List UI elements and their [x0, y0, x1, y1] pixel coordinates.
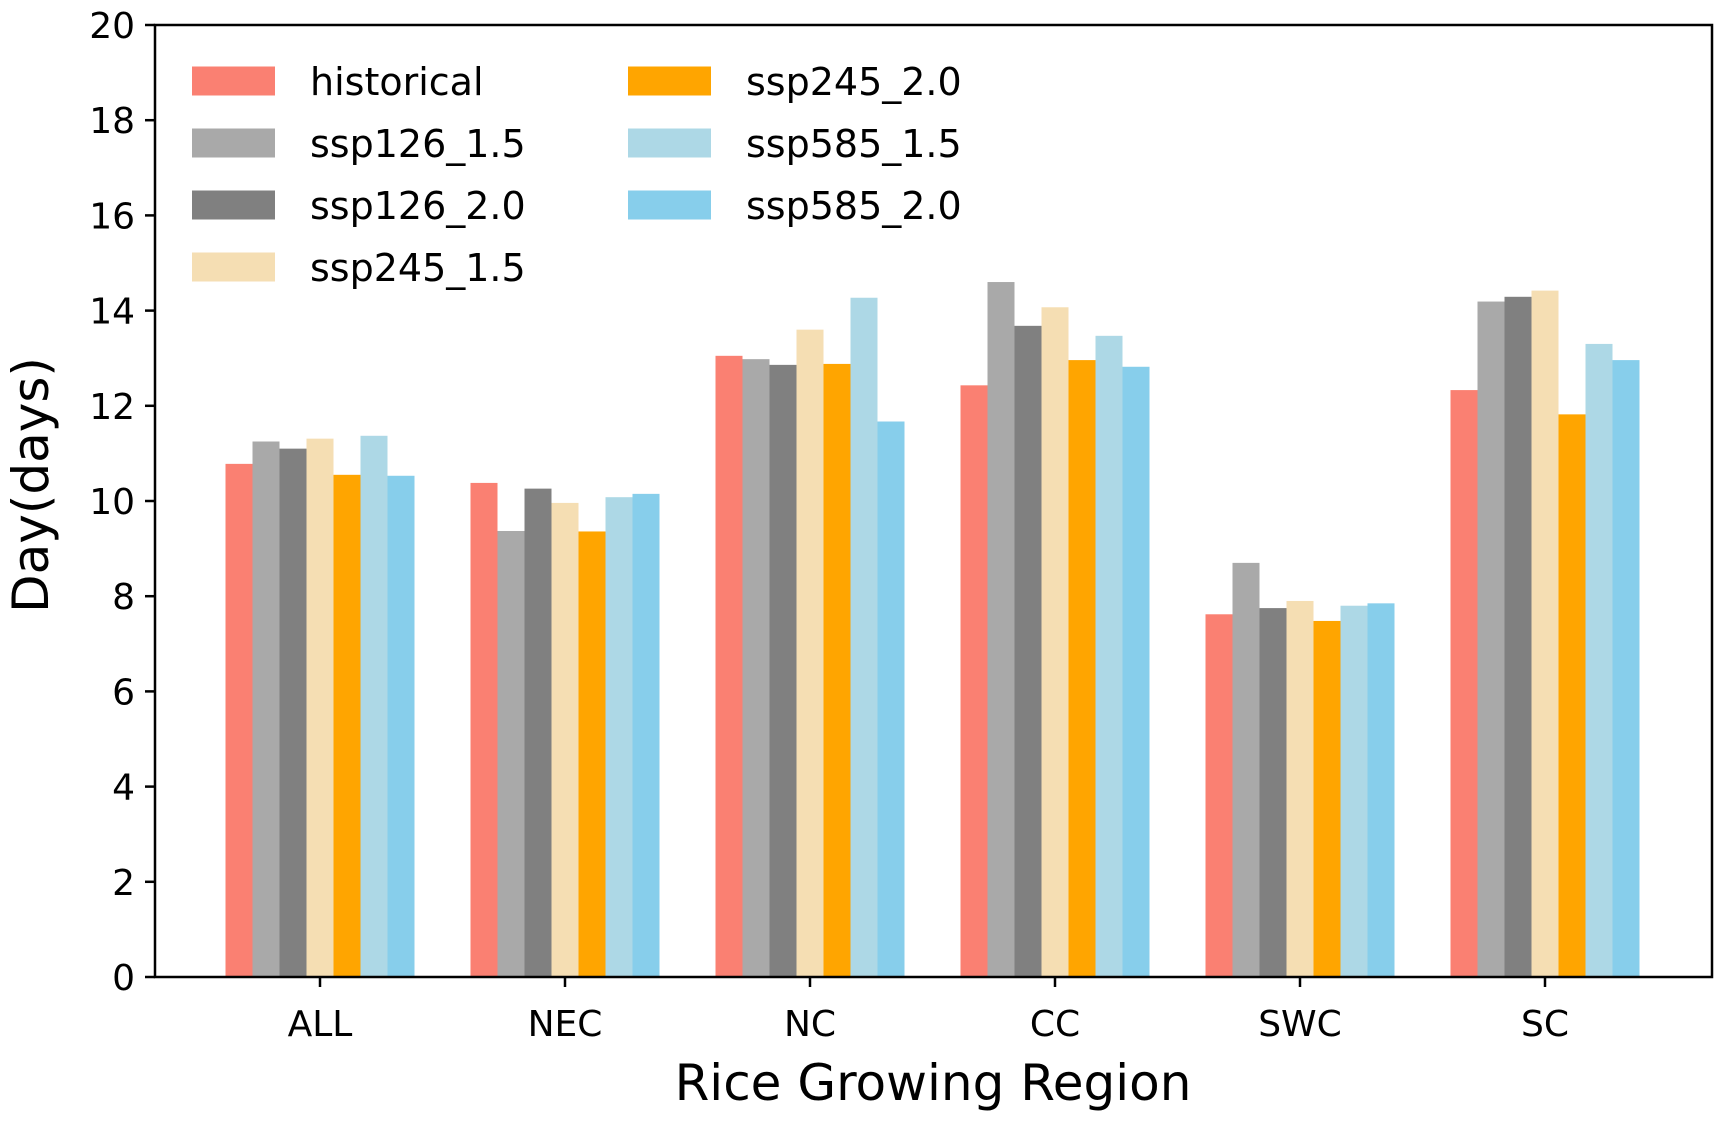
bar-all-ssp585-2-0	[387, 475, 415, 977]
x-tick-label: ALL	[288, 1004, 353, 1045]
x-axis-title: Rice Growing Region	[675, 1054, 1192, 1112]
y-tick-label: 14	[89, 292, 135, 333]
bar-cc-historical	[960, 385, 988, 977]
bar-nc-ssp245-2-0	[823, 363, 851, 977]
axes-layer: ALL NEC NC CC SWC SC 0 2 4 6 8 10 12 14 16 18 20	[89, 6, 1714, 1045]
bar-nc-ssp126-2-0	[769, 364, 797, 977]
bar-sc-historical	[1450, 390, 1478, 977]
y-tick-label: 4	[112, 768, 135, 809]
bar-all-ssp585-1-5	[360, 435, 388, 978]
bar-cc-ssp245-1-5	[1041, 307, 1069, 977]
x-tick-label: NEC	[528, 1004, 603, 1045]
bar-sc-ssp126-1-5	[1477, 301, 1505, 977]
legend-label-ssp126-1-5: ssp126_1.5	[310, 122, 526, 166]
bar-swc-ssp126-1-5	[1232, 562, 1260, 977]
bar-swc-historical	[1205, 614, 1233, 977]
bar-nec-ssp245-1-5	[551, 502, 579, 977]
bar-nec-ssp585-2-0	[632, 493, 660, 977]
y-tick-label: 20	[89, 6, 135, 47]
bar-cc-ssp585-1-5	[1095, 335, 1123, 977]
y-tick-label: 12	[89, 387, 135, 428]
bar-sc-ssp585-2-0	[1612, 360, 1640, 977]
bar-sc-ssp245-2-0	[1558, 414, 1586, 977]
plot-frame	[153, 23, 1714, 979]
y-tick-label: 2	[112, 863, 135, 904]
y-tick-label: 8	[112, 577, 135, 618]
bars-layer	[225, 282, 1640, 978]
y-tick-label: 18	[89, 101, 135, 142]
y-tick-label: 16	[89, 196, 135, 237]
y-tick-label: 10	[89, 482, 135, 523]
legend-swatch-ssp585-2-0	[628, 190, 711, 220]
legend-label-ssp585-2-0: ssp585_2.0	[746, 184, 962, 228]
bar-nec-ssp126-2-0	[524, 488, 552, 977]
bar-swc-ssp126-2-0	[1259, 608, 1287, 977]
bar-cc-ssp245-2-0	[1068, 360, 1096, 977]
bar-sc-ssp245-1-5	[1531, 290, 1559, 977]
legend: historical ssp126_1.5 ssp126_2.0 ssp245_1.5…	[192, 60, 962, 290]
legend-label-ssp126-2-0: ssp126_2.0	[310, 184, 526, 228]
bar-swc-ssp585-2-0	[1367, 603, 1395, 977]
legend-swatch-ssp126-2-0	[192, 190, 275, 220]
bar-all-ssp126-1-5	[252, 441, 280, 977]
legend-label-ssp245-2-0: ssp245_2.0	[746, 60, 962, 104]
bar-nc-ssp126-1-5	[742, 359, 770, 978]
legend-swatch-ssp245-1-5	[192, 252, 275, 282]
bar-sc-ssp126-2-0	[1504, 296, 1532, 977]
bar-all-ssp126-2-0	[279, 448, 307, 977]
bar-cc-ssp126-2-0	[1014, 325, 1042, 977]
bar-cc-ssp126-1-5	[987, 282, 1015, 977]
legend-label-ssp585-1-5: ssp585_1.5	[746, 122, 962, 166]
x-tick-label: SC	[1521, 1004, 1569, 1045]
x-tick-label: CC	[1030, 1004, 1080, 1045]
y-tick-label: 0	[112, 958, 135, 999]
y-axis-title: Day(days)	[2, 357, 60, 613]
legend-label-historical: historical	[310, 60, 484, 104]
bar-nec-ssp245-2-0	[578, 531, 606, 977]
bar-all-ssp245-2-0	[333, 474, 361, 977]
legend-swatch-historical	[192, 66, 275, 96]
bar-nec-ssp585-1-5	[605, 497, 633, 977]
x-tick-label: NC	[784, 1004, 836, 1045]
y-tick-label: 6	[112, 672, 135, 713]
bar-all-historical	[225, 463, 253, 977]
legend-swatch-ssp126-1-5	[192, 128, 275, 158]
bar-all-ssp245-1-5	[306, 438, 334, 977]
bar-swc-ssp245-2-0	[1313, 620, 1341, 977]
bar-nc-historical	[715, 355, 743, 977]
bar-nc-ssp585-2-0	[877, 421, 905, 977]
bar-swc-ssp245-1-5	[1286, 600, 1314, 977]
bar-nc-ssp585-1-5	[850, 297, 878, 977]
x-tick-label: SWC	[1258, 1004, 1342, 1045]
legend-swatch-ssp585-1-5	[628, 128, 711, 158]
bar-cc-ssp585-2-0	[1122, 366, 1150, 977]
legend-label-ssp245-1-5: ssp245_1.5	[310, 246, 526, 290]
legend-swatch-ssp245-2-0	[628, 66, 711, 96]
bar-nec-ssp126-1-5	[497, 530, 525, 977]
bar-nc-ssp245-1-5	[796, 329, 824, 977]
bar-swc-ssp585-1-5	[1340, 605, 1368, 977]
bar-sc-ssp585-1-5	[1585, 343, 1613, 977]
bar-nec-historical	[470, 482, 498, 977]
